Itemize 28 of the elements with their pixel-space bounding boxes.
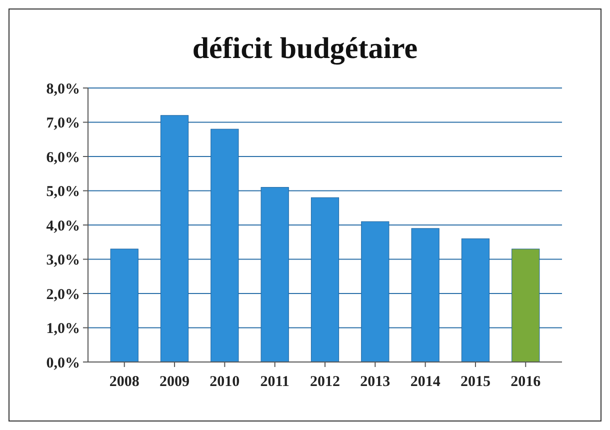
y-tick-label: 3,0% — [46, 252, 80, 268]
bar — [461, 238, 490, 362]
x-tick-label: 2011 — [260, 374, 290, 390]
y-tick-label: 1,0% — [46, 321, 80, 337]
x-tick-label: 2016 — [510, 374, 542, 390]
bar — [512, 248, 540, 362]
x-tick-label: 2008 — [109, 374, 140, 390]
chart-title: déficit budgétaire — [192, 32, 418, 65]
y-tick-label: 2,0% — [46, 286, 80, 303]
bar — [310, 197, 340, 362]
y-tick-label: 5,0% — [46, 184, 80, 200]
x-tick-label: 2014 — [410, 374, 441, 390]
bar — [110, 248, 138, 362]
bar — [361, 221, 390, 362]
y-tick-label: 6,0% — [46, 150, 80, 166]
y-tick-label: 0,0% — [46, 355, 80, 372]
x-tick-label: 2010 — [210, 374, 240, 390]
y-tick-label: 7,0% — [46, 116, 80, 132]
y-tick-label: 4,0% — [46, 218, 80, 234]
bar — [160, 115, 189, 362]
x-tick-label: 2009 — [160, 374, 190, 390]
x-tick-label: 2012 — [310, 374, 340, 390]
y-tick-label: 8,0% — [46, 81, 80, 98]
bar — [210, 128, 239, 362]
bar — [411, 228, 440, 362]
x-tick-label: 2015 — [460, 374, 490, 390]
x-tick-label: 2013 — [360, 374, 390, 390]
bar — [260, 187, 289, 362]
